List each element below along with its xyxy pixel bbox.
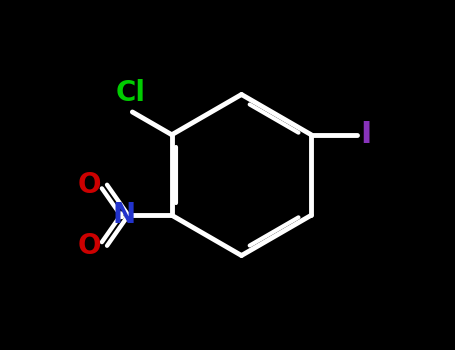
Text: O: O <box>77 171 101 199</box>
Text: I: I <box>360 120 372 149</box>
Text: Cl: Cl <box>116 79 146 107</box>
Text: N: N <box>113 201 136 229</box>
Text: O: O <box>77 232 101 260</box>
